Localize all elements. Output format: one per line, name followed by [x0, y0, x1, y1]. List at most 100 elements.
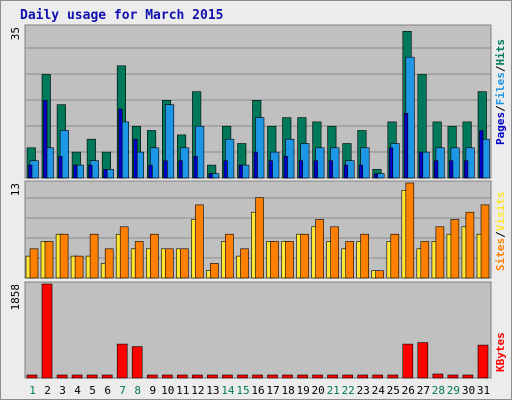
- bar-kbytes-day-25: [387, 374, 399, 379]
- bar-pages-day-27: [418, 151, 424, 179]
- bar-kbytes-day-12: [192, 374, 203, 379]
- bar-pages-day-3: [58, 156, 63, 179]
- bar-kbytes-day-26: [402, 343, 414, 379]
- bar-sites-day-29: [450, 219, 460, 279]
- bar-kbytes-day-16: [252, 374, 263, 379]
- bar-sites-day-10: [165, 248, 174, 279]
- bar-pages-day-11: [178, 160, 183, 179]
- legend-hits: Hits: [494, 39, 507, 66]
- day-label-8: 8: [134, 384, 141, 397]
- bar-sites-day-17: [270, 241, 279, 279]
- bar-pages-day-22: [343, 164, 349, 179]
- bar-kbytes-day-27: [417, 342, 429, 379]
- day-label-18: 18: [281, 384, 294, 397]
- bar-files-day-16: [255, 117, 265, 179]
- bar-sites-day-6: [104, 248, 114, 279]
- bar-pages-day-18: [283, 156, 288, 179]
- day-label-10: 10: [161, 384, 174, 397]
- bar-pages-day-6: [103, 169, 108, 179]
- bar-sites-day-1: [29, 248, 39, 279]
- bar-sites-day-4: [74, 255, 84, 279]
- bar-kbytes-day-9: [147, 374, 158, 379]
- day-label-2: 2: [44, 384, 51, 397]
- bar-kbytes-day-14: [222, 374, 233, 379]
- bar-sites-day-20: [315, 219, 324, 279]
- bar-kbytes-day-23: [357, 374, 369, 379]
- bar-sites-day-12: [195, 204, 204, 279]
- bar-pages-day-15: [238, 164, 243, 179]
- bar-pages-day-17: [268, 160, 273, 179]
- bar-kbytes-day-17: [267, 374, 278, 379]
- bar-sites-day-15: [240, 248, 249, 279]
- bar-files-day-10: [165, 104, 175, 179]
- bar-sites-day-14: [225, 233, 234, 279]
- bar-pages-day-26: [403, 113, 409, 179]
- bar-pages-day-25: [388, 147, 394, 179]
- bar-pages-day-8: [133, 138, 138, 179]
- bar-kbytes-day-30: [462, 374, 474, 379]
- bar-pages-day-2: [43, 100, 48, 179]
- bar-pages-day-24: [373, 173, 379, 179]
- day-label-30: 30: [462, 384, 475, 397]
- bar-sites-day-16: [255, 197, 264, 279]
- bar-sites-day-26: [405, 182, 415, 279]
- bar-kbytes-day-20: [312, 374, 323, 379]
- day-label-1: 1: [29, 384, 36, 397]
- day-label-23: 23: [357, 384, 370, 397]
- panel-3-plot-area: [24, 281, 492, 379]
- bar-pages-day-5: [88, 164, 93, 179]
- bar-kbytes-day-7: [116, 343, 128, 379]
- bar-pages-day-7: [118, 108, 123, 179]
- day-label-20: 20: [311, 384, 324, 397]
- bar-kbytes-day-21: [327, 374, 338, 379]
- bar-pages-day-20: [313, 160, 318, 179]
- bar-kbytes-day-18: [282, 374, 293, 379]
- bar-sites-day-7: [119, 226, 129, 279]
- day-label-3: 3: [59, 384, 66, 397]
- bar-kbytes-day-5: [86, 374, 98, 379]
- legend-kbytes: KBytes: [494, 332, 507, 372]
- bar-sites-day-31: [480, 204, 490, 279]
- bar-files-day-3: [59, 130, 69, 179]
- bar-pages-day-1: [28, 164, 33, 179]
- bar-kbytes-day-19: [297, 374, 308, 379]
- day-label-21: 21: [327, 384, 340, 397]
- bar-sites-day-23: [360, 233, 370, 279]
- bar-pages-day-14: [223, 160, 228, 179]
- panel-1-y-max-label: 35: [9, 27, 22, 40]
- bar-kbytes-day-11: [177, 374, 188, 379]
- bar-kbytes-day-24: [372, 374, 384, 379]
- day-label-22: 22: [342, 384, 355, 397]
- day-label-11: 11: [176, 384, 189, 397]
- day-label-6: 6: [104, 384, 111, 397]
- panel-2-y-max-label: 13: [9, 183, 22, 196]
- bar-kbytes-day-31: [477, 344, 489, 379]
- bar-pages-day-30: [464, 160, 469, 179]
- bar-kbytes-day-4: [71, 374, 83, 379]
- bar-sites-day-21: [330, 226, 339, 279]
- panel-1-legend: Pages/Files/Hits: [494, 39, 507, 145]
- legend-separator: /: [494, 231, 507, 238]
- legend-files: Files: [494, 72, 507, 105]
- bar-sites-day-3: [59, 233, 69, 279]
- bar-kbytes-day-15: [237, 374, 248, 379]
- bar-kbytes-day-13: [207, 374, 218, 379]
- bar-files-day-14: [225, 138, 235, 179]
- bar-sites-day-25: [390, 233, 400, 279]
- legend-pages: Pages: [494, 112, 507, 145]
- bar-kbytes-day-28: [432, 373, 444, 379]
- bar-sites-day-22: [345, 241, 355, 279]
- legend-sites: Sites: [494, 238, 507, 271]
- bar-sites-day-9: [150, 233, 159, 279]
- day-label-4: 4: [74, 384, 81, 397]
- bar-pages-day-23: [358, 164, 364, 179]
- bar-pages-day-9: [148, 164, 153, 179]
- bar-pages-day-21: [328, 160, 333, 179]
- bar-kbytes-day-1: [26, 374, 38, 379]
- day-label-27: 27: [417, 384, 430, 397]
- day-label-7: 7: [119, 384, 126, 397]
- bar-sites-day-19: [300, 233, 309, 279]
- day-label-9: 9: [149, 384, 156, 397]
- bar-kbytes-day-2: [41, 283, 53, 379]
- panel-3-y-max-label: 1858: [9, 284, 22, 311]
